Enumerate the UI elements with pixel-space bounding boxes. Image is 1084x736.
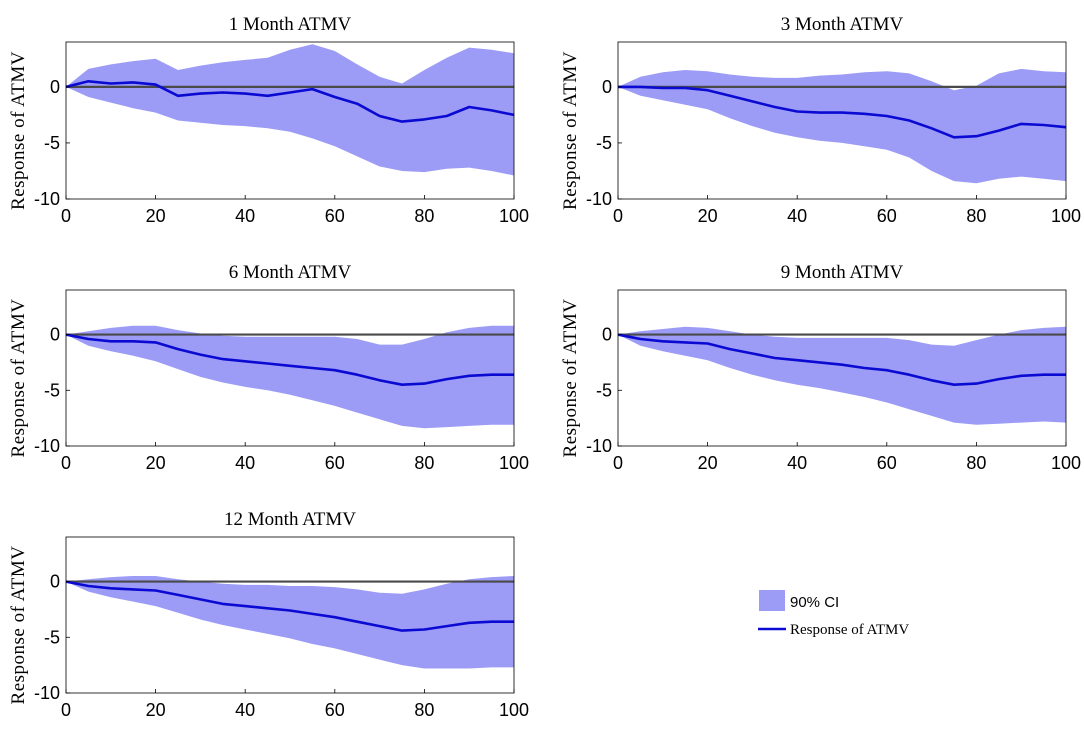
x-tick-label: 100 [1051, 206, 1081, 226]
irf-panel-5: 0 20 40 60 80 100 0 -5 -10 12 Month ATMV Response … [8, 509, 529, 720]
x-tick-label: 20 [146, 206, 166, 226]
response-line [618, 85, 1067, 139]
y-axis-label: Response of ATMV [8, 299, 29, 458]
x-tick-label: 0 [61, 453, 71, 473]
x-tick-label: 0 [61, 206, 71, 226]
ci-band [618, 326, 1066, 425]
x-tick-label: 100 [1051, 453, 1081, 473]
panel-title: 6 Month ATMV [229, 262, 352, 283]
panel-title: 9 Month ATMV [781, 262, 904, 283]
y-tick-label: -10 [586, 436, 612, 456]
irf-panel-2: 0 20 40 60 80 100 0 -5 -10 3 Month ATMV Response o… [560, 14, 1081, 226]
x-tick-label: 40 [787, 206, 807, 226]
x-tick-label: 100 [499, 206, 529, 226]
x-tick-label: 100 [499, 700, 529, 720]
x-tick-label: 0 [613, 453, 623, 473]
y-tick-label: -5 [44, 627, 60, 647]
x-tick-label: 20 [698, 206, 718, 226]
axis-box [65, 536, 515, 694]
legend: 90% CI Response of ATMV [758, 590, 909, 638]
x-tick-label: 20 [698, 453, 718, 473]
x-tick-label: 20 [146, 700, 166, 720]
panel-title: 1 Month ATMV [229, 14, 352, 35]
ci-band [66, 44, 514, 176]
x-tick-label: 60 [325, 453, 345, 473]
x-tick-label: 40 [235, 206, 255, 226]
y-tick-label: -10 [34, 436, 60, 456]
x-tick-label: 0 [61, 700, 71, 720]
y-tick-label: -10 [34, 683, 60, 703]
irf-panel-3: 0 20 40 60 80 100 0 -5 -10 6 Month ATMV Response o… [8, 262, 529, 473]
ci-band [66, 576, 514, 669]
panel-title: 3 Month ATMV [781, 14, 904, 35]
ci-band [618, 68, 1066, 184]
y-tick-label: -5 [596, 133, 612, 153]
x-tick-label: 40 [235, 700, 255, 720]
y-tick-label: -10 [34, 189, 60, 209]
x-tick-label: 60 [325, 700, 345, 720]
x-tick-label: 80 [414, 206, 434, 226]
x-tick-label: 100 [499, 453, 529, 473]
y-tick-label: 0 [50, 77, 60, 97]
y-tick-label: -10 [586, 189, 612, 209]
y-axis-label: Response of ATMV [8, 51, 29, 210]
x-tick-label: 80 [414, 700, 434, 720]
x-tick-label: 0 [613, 206, 623, 226]
x-tick-label: 40 [235, 453, 255, 473]
y-tick-label: -5 [44, 133, 60, 153]
x-tick-label: 60 [877, 453, 897, 473]
legend-response-label: Response of ATMV [790, 622, 909, 638]
y-tick-label: -5 [596, 380, 612, 400]
x-tick-label: 40 [787, 453, 807, 473]
axis-box [65, 289, 515, 447]
x-tick-label: 20 [146, 453, 166, 473]
x-tick-label: 80 [414, 453, 434, 473]
y-axis-label: Response of ATMV [560, 299, 581, 458]
y-tick-label: 0 [602, 77, 612, 97]
irf-panel-4: 0 20 40 60 80 100 0 -5 -10 9 Month ATMV Response o… [560, 262, 1081, 473]
response-line [65, 333, 514, 387]
y-axis-label: Response of ATMV [560, 51, 581, 210]
axis-box [617, 41, 1067, 200]
x-tick-label: 80 [966, 453, 986, 473]
y-tick-label: -5 [44, 380, 60, 400]
x-tick-label: 80 [966, 206, 986, 226]
response-line [617, 333, 1066, 387]
response-line [65, 80, 515, 123]
x-tick-label: 60 [877, 206, 897, 226]
axis-box [617, 289, 1067, 447]
legend-ci-label: 90% CI [790, 594, 839, 611]
response-line [65, 580, 514, 632]
y-tick-label: 0 [50, 325, 60, 345]
y-tick-label: 0 [602, 325, 612, 345]
panel-title: 12 Month ATMV [224, 509, 356, 530]
irf-panel-1: 0 20 40 60 80 100 0 -5 -10 1 Month ATMV Response o… [8, 14, 529, 226]
axis-box [65, 41, 515, 200]
x-tick-label: 60 [325, 206, 345, 226]
legend-ci-swatch [759, 590, 785, 611]
y-axis-label: Response of ATMV [8, 546, 29, 705]
ci-band [66, 325, 514, 429]
y-tick-label: 0 [50, 572, 60, 592]
